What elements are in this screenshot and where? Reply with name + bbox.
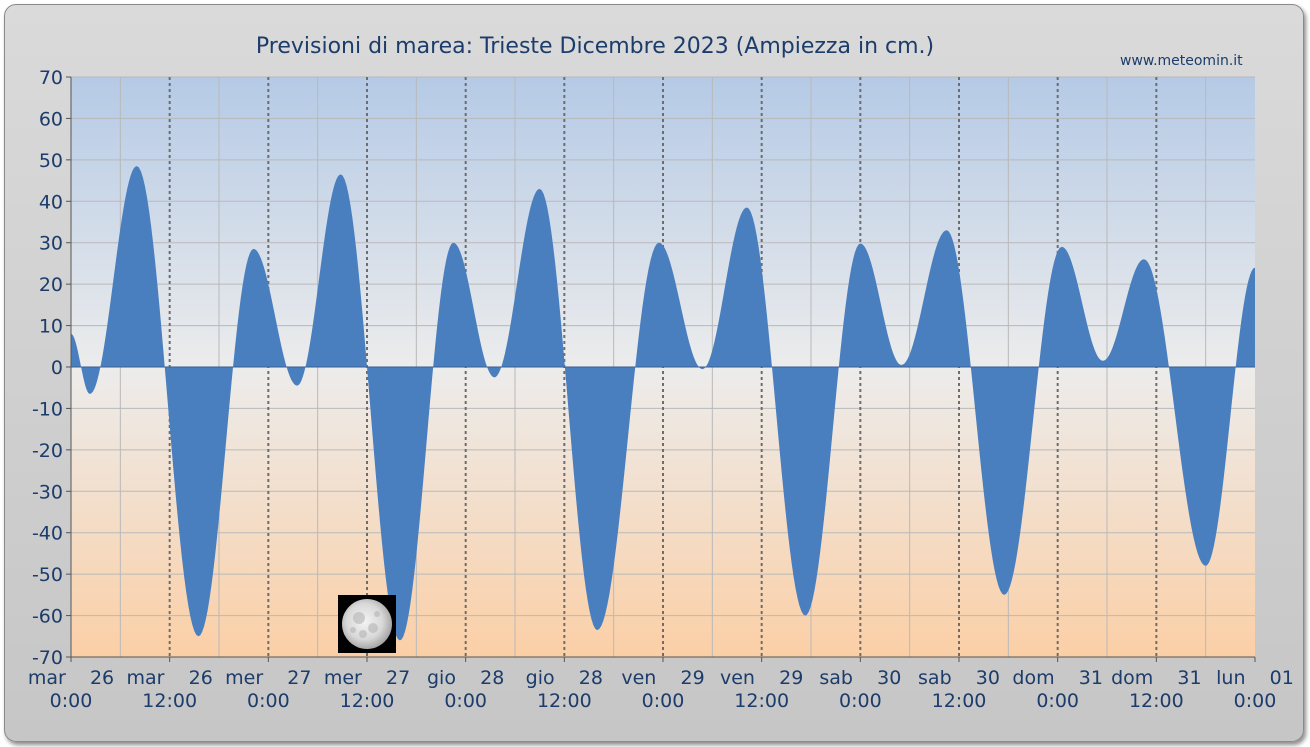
moon-phase-annotation — [338, 595, 396, 653]
x-tick-label-time: 0:00 — [50, 690, 93, 712]
moon-crater — [374, 611, 380, 617]
y-tick-label: 40 — [39, 191, 63, 213]
moon-crater — [350, 627, 356, 633]
y-axis-ticks: 70 60 50 40 30 20 10 0 -10 -20 -30 -40 -50 -60 -70 — [32, 67, 71, 669]
x-tick-label-day: mer 27 — [324, 667, 410, 689]
y-tick-label: -50 — [32, 564, 63, 586]
x-tick-label-time: 12:00 — [734, 690, 789, 712]
x-tick-label-day: gio 28 — [427, 667, 504, 689]
x-tick-label-day: gio 28 — [526, 667, 603, 689]
x-tick-label-time: 0:00 — [839, 690, 882, 712]
y-tick-label: -60 — [32, 606, 63, 628]
y-tick-label: 10 — [39, 316, 63, 338]
x-tick-label-day: sab 30 — [819, 667, 901, 689]
y-tick-label: -30 — [32, 481, 63, 503]
x-tick-label-day: mer 27 — [225, 667, 311, 689]
x-tick-label-time: 0:00 — [1036, 690, 1079, 712]
y-tick-label: -70 — [32, 647, 63, 669]
moon-crater — [353, 612, 365, 624]
x-tick-label-day: mar 26 — [127, 667, 213, 689]
x-tick-label-day: mar 26 — [28, 667, 114, 689]
y-tick-label: -20 — [32, 440, 63, 462]
y-tick-label: 70 — [39, 67, 63, 89]
x-tick-label-time: 0:00 — [642, 690, 685, 712]
y-tick-label: 60 — [39, 108, 63, 130]
y-tick-label: -40 — [32, 523, 63, 545]
credit-link[interactable]: www.meteomin.it — [1120, 53, 1243, 69]
moon-crater — [359, 630, 367, 638]
x-tick-label-day: lun 01 — [1216, 667, 1294, 689]
x-tick-label-time: 12:00 — [340, 690, 395, 712]
y-tick-label: 50 — [39, 150, 63, 172]
x-tick-label-day: dom 31 — [1111, 667, 1202, 689]
x-tick-label-day: sab 30 — [918, 667, 1000, 689]
x-tick-label-time: 0:00 — [1234, 690, 1277, 712]
x-tick-label-day: dom 31 — [1012, 667, 1103, 689]
x-tick-label-day: ven 29 — [621, 667, 704, 689]
x-tick-label-time: 0:00 — [247, 690, 290, 712]
tide-area-series — [71, 166, 1255, 641]
x-tick-label-day: ven 29 — [720, 667, 803, 689]
x-tick-label-time: 12:00 — [537, 690, 592, 712]
chart-title: Previsioni di marea: Trieste Dicembre 20… — [255, 34, 935, 59]
x-tick-label-time: 12:00 — [1129, 690, 1184, 712]
x-tick-label-time: 12:00 — [142, 690, 197, 712]
y-tick-label: -10 — [32, 398, 63, 420]
moon-crater — [368, 623, 378, 633]
x-tick-label-time: 0:00 — [444, 690, 487, 712]
x-tick-label-time: 12:00 — [932, 690, 987, 712]
y-tick-label: 0 — [51, 357, 63, 379]
y-tick-label: 20 — [39, 274, 63, 296]
full-moon-icon — [342, 599, 392, 649]
y-tick-label: 30 — [39, 233, 63, 255]
